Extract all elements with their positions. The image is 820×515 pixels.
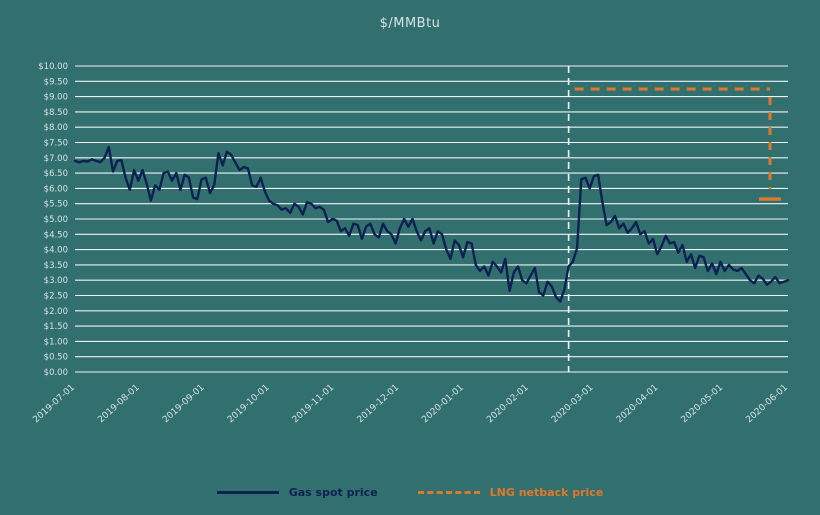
y-tick-label: $1.00 [44,337,68,347]
x-tick-label: 2020-05-01 [680,383,726,425]
y-tick-label: $2.00 [44,307,68,317]
y-tick-label: $3.00 [44,276,68,286]
y-tick-label: $9.00 [44,93,68,103]
x-tick-label: 2020-03-01 [550,383,596,425]
y-tick-label: $8.50 [44,108,68,118]
y-tick-label: $6.50 [44,169,68,179]
x-tick-label: 2019-09-01 [161,383,207,425]
x-tick-label: 2020-02-01 [485,383,531,425]
chart-title: $/MMBtu [379,16,441,31]
y-tick-label: $5.50 [44,200,68,210]
x-tick-label: 2020-04-01 [615,383,661,425]
legend-label-netback: LNG netback price [489,486,604,499]
x-tick-label: 2020-06-01 [744,383,790,425]
x-tick-label: 2019-07-01 [31,383,77,425]
y-tick-label: $5.00 [44,215,68,225]
y-tick-label: $0.00 [44,368,68,378]
x-tick-label: 2019-10-01 [226,383,272,425]
y-tick-label: $7.00 [44,154,68,164]
legend-item-netback: LNG netback price [417,486,604,499]
x-tick-label: 2019-08-01 [96,383,142,425]
x-tick-label: 2019-12-01 [356,383,402,425]
y-tick-label: $6.00 [44,184,68,194]
x-tick-label: 2020-01-01 [420,383,466,425]
chart-legend: Gas spot price LNG netback price [0,486,820,499]
y-tick-label: $1.50 [44,322,68,332]
y-tick-label: $10.00 [38,62,68,72]
y-tick-label: $4.00 [44,246,68,256]
y-tick-label: $3.50 [44,261,68,271]
y-tick-label: $7.50 [44,139,68,149]
legend-item-spot: Gas spot price [216,486,378,499]
y-tick-label: $2.50 [44,292,68,302]
y-tick-label: $4.50 [44,230,68,240]
spot-price-line [73,145,790,303]
y-tick-label: $9.50 [44,77,68,87]
x-tick-label: 2019-11-01 [291,383,337,425]
y-tick-label: $0.50 [44,353,68,363]
y-tick-label: $8.00 [44,123,68,133]
legend-swatch-spot [216,491,279,494]
legend-swatch-netback [417,491,480,494]
legend-label-spot: Gas spot price [288,486,378,499]
